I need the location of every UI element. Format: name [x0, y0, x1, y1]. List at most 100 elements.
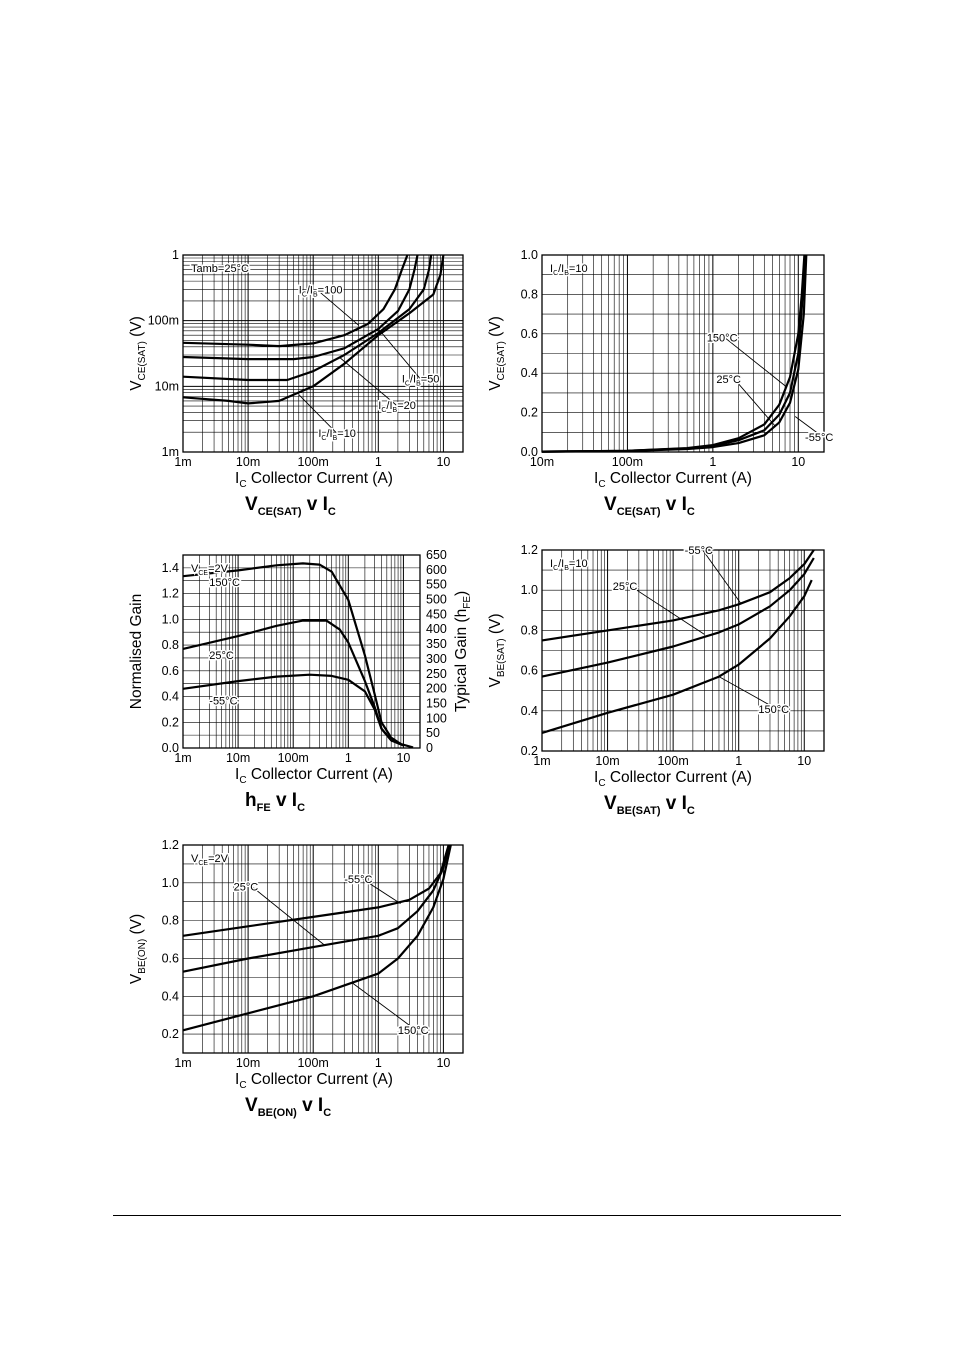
x-axis-label: IC Collector Current (A): [235, 766, 393, 786]
y-axis-label: Normalised Gain: [128, 594, 145, 709]
y2-tick-label: 450: [426, 607, 447, 621]
x-axis-label-rest: Collector Current (A): [247, 1071, 393, 1088]
series-line: [182, 254, 445, 405]
y-tick-label: 0.0: [521, 445, 538, 459]
vbe-on-chart: 1m 10m 100m 1 10 0.2 0.4 0.6 0.8 1.0 1.2 -55°C 25°C 1…: [128, 838, 464, 1119]
y-tick-label: 1.0: [162, 876, 179, 890]
chart-title-main: V: [604, 494, 617, 515]
annotation-label-mid: /I: [307, 284, 313, 296]
x-axis-label-rest: Collector Current (A): [606, 470, 752, 487]
chart-title-mid: v I: [660, 793, 686, 814]
x-tick-label: 10: [396, 751, 410, 765]
plot-frame: [541, 549, 825, 752]
series-line: [182, 254, 409, 348]
x-tick-label: 10: [797, 754, 811, 768]
series-line: [541, 579, 813, 734]
y-tick-label: 0.4: [162, 989, 179, 1003]
series-line: [182, 254, 433, 382]
y-tick-label: 0.8: [162, 638, 179, 652]
x-tick-label: 100m: [612, 455, 643, 469]
y-axis-label: VBE(ON) (V): [128, 914, 148, 984]
plot-frame: [541, 254, 825, 453]
y-tick-label: 1.2: [521, 543, 538, 557]
x-axis-label: IC Collector Current (A): [235, 1071, 393, 1091]
vce-sat-linear-chart: 10m 100m 1 10 0.0 0.2 0.4 0.6 0.8 1.0 150°C 25°C -55…: [487, 248, 835, 518]
y2-axis-label-group: Typical Gain (hFE): [453, 591, 473, 712]
y-tick-label: 0.4: [521, 704, 538, 718]
annotation-leader: [338, 356, 397, 406]
box-note: IC​/IB​=10: [550, 558, 588, 572]
plot-frame: [182, 844, 464, 1054]
annotation-label-mid: /I: [410, 373, 416, 385]
y-axis-label-rest: (V): [128, 914, 145, 939]
box-note-sub: CE: [198, 570, 208, 577]
y2-tick-label: 200: [426, 682, 447, 696]
x-tick-label: 10: [791, 455, 805, 469]
x-axis-label-main: I: [594, 470, 598, 487]
annotation-leader: [718, 676, 777, 710]
annotation-label-base: I: [299, 284, 302, 296]
y-tick-label: 0.6: [521, 664, 538, 678]
box-note-sub: C: [553, 565, 558, 572]
y-axis-label-rest: (V): [487, 613, 504, 638]
x-tick-label: 10m: [595, 754, 619, 768]
y-tick-label: 100m: [148, 314, 179, 328]
annotation-label-tail: =100: [318, 284, 343, 296]
y-axis-label-main: Normalised Gain: [128, 594, 145, 709]
chart-title-mid: v I: [660, 494, 686, 515]
chart-title: VCE(SAT) v IC: [245, 494, 336, 518]
x-tick-label: 100m: [298, 1056, 329, 1070]
y-axis-label-sub: CE(SAT): [137, 341, 148, 380]
annotation-label-sub: B: [393, 407, 398, 414]
y-axis-label-group: Normalised Gain: [128, 594, 145, 709]
y2-tick-label: 300: [426, 652, 447, 666]
annotation-leader: [298, 394, 337, 434]
y2-tick-label: 100: [426, 711, 447, 725]
annotation-label: -55°C: [344, 874, 372, 886]
box-note-tail: =10: [569, 263, 588, 275]
chart-title-sub2: C: [687, 506, 695, 518]
x-axis-label: IC Collector Current (A): [594, 470, 752, 490]
annotation-label-tail: =10: [337, 428, 356, 440]
y2-tick-label: 350: [426, 637, 447, 651]
box-note: VCE​=2V: [191, 563, 229, 577]
annotation-label: 150°C: [398, 1025, 429, 1037]
annotation-leader: [352, 982, 417, 1031]
y2-tick-label: 500: [426, 593, 447, 607]
chart-title-mid: v I: [301, 494, 327, 515]
box-note-base: V: [191, 853, 199, 865]
annotation-label-tail: =20: [397, 400, 416, 412]
chart-title-sub: CE(SAT): [258, 506, 302, 518]
y-axis-label-main: V: [128, 973, 145, 984]
y2-tick-label: 400: [426, 622, 447, 636]
annotation-label-base: I: [378, 400, 381, 412]
x-tick-label: 10m: [226, 751, 250, 765]
annotation-leader: [630, 585, 705, 635]
x-axis-label: IC Collector Current (A): [235, 470, 393, 490]
y-tick-label: 0.2: [521, 744, 538, 758]
y-tick-label: 0.6: [521, 327, 538, 341]
x-tick-label: 100m: [298, 455, 329, 469]
y2-tick-label: 0: [426, 741, 433, 755]
y2-axis-label-sub: FE: [462, 596, 473, 609]
x-axis-label-sub: C: [239, 775, 246, 786]
chart-title-sub: BE(ON): [258, 1107, 297, 1119]
grid: [541, 254, 825, 453]
grid: [541, 549, 825, 752]
x-axis-label-sub: C: [598, 778, 605, 789]
annotation-leader: [316, 289, 359, 326]
x-axis-label-rest: Collector Current (A): [606, 769, 752, 786]
annotation-label: -55°C: [209, 695, 237, 707]
y-tick-label: 0.6: [162, 951, 179, 965]
y-tick-label: 1.2: [162, 838, 179, 852]
y-axis-label: VCE(SAT) (V): [487, 316, 507, 391]
box-note-sub: C: [553, 270, 558, 277]
series-line: [541, 557, 815, 678]
y2-tick-label: 50: [426, 726, 440, 740]
y-axis-label-group: VCE(SAT) (V): [128, 316, 148, 391]
y-tick-label: 1m: [162, 445, 179, 459]
annotation-label: 25°C: [209, 650, 234, 662]
y2-tick-label: 550: [426, 578, 447, 592]
plot-frame: [182, 254, 464, 453]
y-axis-label-main: V: [487, 677, 504, 688]
